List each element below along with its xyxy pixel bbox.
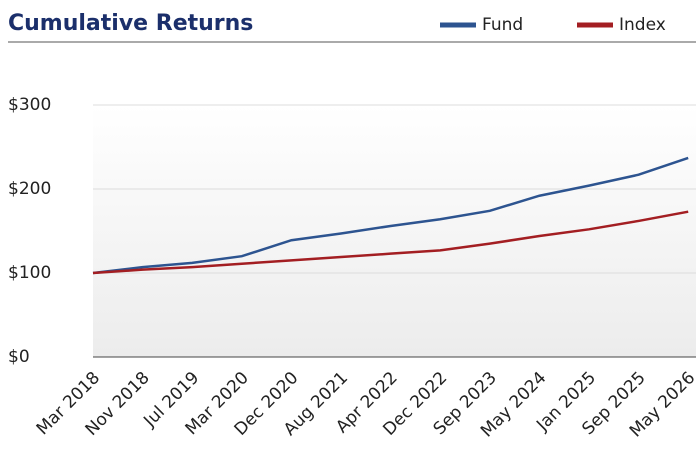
line (92, 210, 689, 275)
legend-label: Fund (482, 15, 523, 35)
legend-label: Index (619, 15, 666, 35)
chart-title: Cumulative Returns (8, 11, 253, 36)
y-tick-label: $0 (8, 347, 30, 367)
plot-background (93, 105, 696, 357)
y-tick-label: $300 (8, 95, 51, 115)
line (92, 156, 689, 275)
y-tick-label: $100 (8, 263, 51, 283)
y-tick-label: $200 (8, 179, 51, 199)
